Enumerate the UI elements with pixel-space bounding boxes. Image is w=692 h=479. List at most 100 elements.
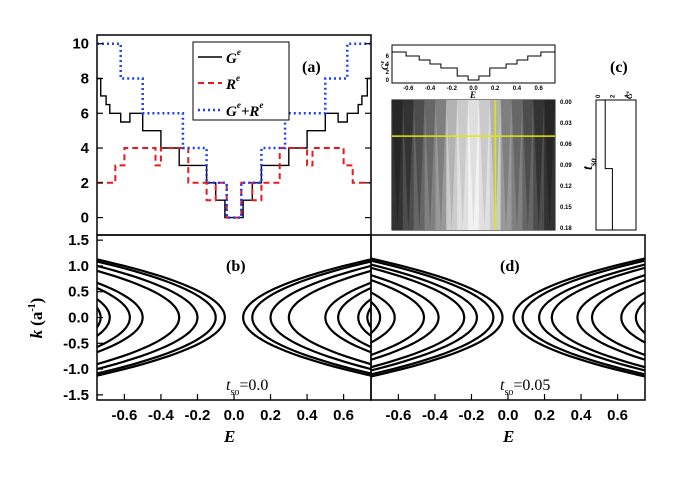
- panel-c: 0 2 4 6 -0.6 -0.4 -0.2 0.0 0.2 0.4 0.6 Ge E 0.00 0.…: [380, 44, 637, 232]
- a-ytick-label: 8: [81, 70, 89, 87]
- heatmap-streak: [500, 100, 512, 230]
- panel-b-xlabel: E: [223, 427, 235, 446]
- b-xtick-label: -0.2: [185, 407, 211, 424]
- side-inset-staircase: [604, 100, 613, 230]
- panel-d-band-7-pos: [634, 300, 645, 335]
- d-xtick-label: -0.4: [422, 407, 449, 424]
- top-inset-ytick-label: 6: [386, 54, 390, 60]
- panel-c-top-ylabel: Ge: [380, 61, 390, 71]
- heatmap-streak: [533, 100, 545, 230]
- panel-d-band-1-neg: [371, 259, 495, 376]
- panel-d-band-0-neg: [371, 257, 504, 378]
- legend-label-g: Ge: [226, 47, 241, 67]
- b-ytick-label: 0.5: [68, 284, 89, 301]
- panel-d-band-4-neg: [371, 274, 440, 361]
- panel-a-label: (a): [302, 59, 321, 76]
- panel-b-band-4-neg: [97, 281, 144, 354]
- panel-a-legend: Ge Re Ge+Re: [192, 41, 290, 121]
- d-xtick-label: 0.2: [534, 407, 555, 424]
- panel-b-band-1-neg: [97, 260, 217, 375]
- c-ytick-label: 0.09: [560, 163, 572, 169]
- a-ytick-label: 10: [72, 36, 89, 53]
- top-inset-xtick-label: 0.4: [513, 86, 522, 92]
- panel-b-band-1-pos: [251, 260, 371, 375]
- top-inset-xtick-label: 0.6: [535, 86, 544, 92]
- panel-b-band-0-neg: [97, 258, 227, 377]
- heatmap-streak: [457, 100, 469, 230]
- panel-d-band-3-pos: [550, 266, 645, 369]
- panel-d-band-1-pos: [521, 259, 645, 376]
- panel-c-side-xlabel: Ge: [625, 90, 634, 99]
- top-inset-xtick-label: 0.2: [491, 86, 500, 92]
- panel-d: -0.6 -0.4 -0.2 0.0 0.2 0.4 0.6 (d) tso=0.05 E: [370, 234, 646, 446]
- panel-d-label: (d): [500, 258, 520, 275]
- top-inset-xtick-label: -0.2: [447, 86, 458, 92]
- panel-b-band-3-pos: [287, 269, 371, 366]
- panel-b-band-2-pos: [269, 264, 371, 371]
- heatmap-streak: [478, 100, 490, 230]
- side-inset-xtick-label: 0: [596, 94, 602, 98]
- b-ytick-label: 0.0: [68, 310, 89, 327]
- panel-c-ylabel: tso: [581, 158, 598, 170]
- panel-c-top-inset-frame: [391, 44, 556, 84]
- b-xtick-label: 0.6: [333, 407, 354, 424]
- legend-label-r: Re: [225, 73, 240, 93]
- panel-d-tso-label: tso=0.05: [500, 377, 550, 398]
- c-ytick-label: 0.00: [560, 100, 572, 106]
- panel-a: 0 2 4 6 8 10 Ge Re Ge+Re (a): [72, 34, 372, 236]
- c-ytick-label: 0.18: [560, 226, 572, 232]
- panel-b-band-7-pos: [366, 305, 371, 330]
- panel-c-label: (c): [610, 59, 628, 76]
- panel-b-band-0-pos: [241, 258, 371, 377]
- a-ytick-label: 6: [81, 105, 89, 122]
- legend-box: [192, 41, 290, 121]
- side-inset-xtick-label: 2: [610, 94, 616, 98]
- a-ytick-label: 0: [81, 210, 89, 227]
- panel-d-band-6-neg: [371, 291, 396, 344]
- heatmap-streak: [522, 100, 534, 230]
- b-ytick-label: 1.5: [68, 232, 89, 249]
- heatmap-streak: [544, 100, 555, 230]
- panel-b-band-2-neg: [97, 264, 199, 371]
- c-ytick-label: 0.12: [560, 184, 572, 190]
- panel-b-label: (b): [226, 258, 246, 275]
- panel-d-band-2-neg: [371, 263, 479, 372]
- legend-label-sum: Ge+Re: [226, 100, 263, 120]
- panel-d-band-3-neg: [371, 266, 466, 369]
- top-inset-ytick-label: 4: [386, 62, 390, 68]
- b-ytick-label: -1.0: [63, 361, 89, 378]
- panel-b-band-5-pos: [336, 286, 371, 349]
- c-ytick-label: 0.15: [560, 205, 572, 211]
- series-line-r: [97, 147, 371, 219]
- c-ytick-label: 0.06: [560, 142, 572, 148]
- panel-b-band-6-neg: [97, 297, 111, 338]
- d-xtick-label: 0.0: [498, 407, 519, 424]
- panel-d-band-6-pos: [620, 291, 645, 344]
- panel-c-side-inset-frame: [595, 99, 637, 231]
- panel-b-band-4-pos: [324, 281, 371, 354]
- panel-b-band-6-pos: [357, 297, 371, 338]
- d-xtick-label: -0.2: [459, 407, 485, 424]
- top-inset-xtick-label: -0.6: [403, 86, 414, 92]
- series-line-sum: [97, 42, 371, 219]
- panel-d-band-2-pos: [537, 263, 645, 372]
- heatmap-streak: [413, 100, 425, 230]
- panel-b-tso-label: tso=0.0: [226, 377, 268, 398]
- d-xtick-label: 0.6: [607, 407, 628, 424]
- a-ytick-label: 4: [81, 140, 90, 157]
- panel-d-band-0-pos: [512, 257, 645, 378]
- top-inset-ytick-label: 2: [386, 70, 390, 76]
- heatmap-streak: [435, 100, 447, 230]
- panel-d-band-7-neg: [371, 300, 382, 335]
- c-ytick-label: 0.03: [560, 121, 572, 127]
- heatmap-streak: [392, 100, 403, 230]
- top-inset-xtick-label: 0.0: [469, 86, 478, 92]
- b-ytick-label: -0.5: [63, 335, 89, 352]
- panel-b: -1.5 -1.0 -0.5 0.0 0.5 1.0 1.5 -0.6 -0.4 -0.2 0.0…: [27, 232, 372, 446]
- top-inset-ytick-label: 0: [386, 78, 390, 84]
- top-inset-xtick-label: -0.4: [425, 86, 436, 92]
- panel-b-band-5-neg: [97, 286, 132, 349]
- panel-d-band-4-pos: [576, 274, 645, 361]
- b-xtick-label: -0.6: [111, 407, 137, 424]
- d-xtick-label: 0.4: [571, 407, 593, 424]
